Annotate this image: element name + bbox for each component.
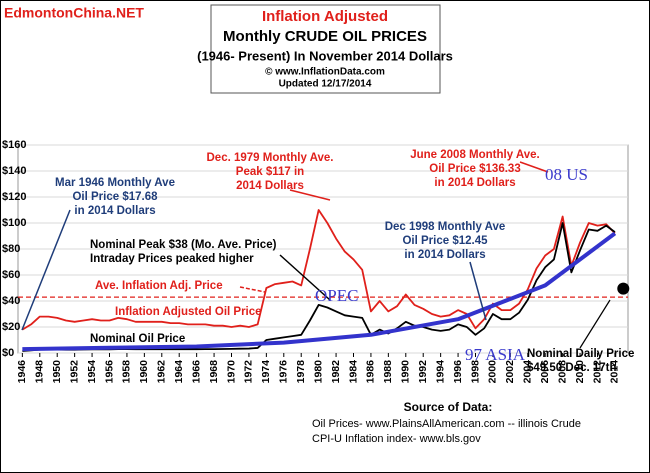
annotation: in 2014 Dollars — [74, 205, 155, 217]
y-tick-label: $20 — [2, 321, 20, 333]
annotation: in 2014 Dollars — [404, 249, 485, 261]
x-tick-label: 1968 — [208, 360, 220, 384]
annotation: Oil Price $12.45 — [402, 235, 488, 247]
arrow — [239, 286, 266, 293]
x-tick-label: 1948 — [34, 360, 46, 384]
source-text: CPI-U Inflation index- www.bls.gov — [312, 433, 481, 445]
overlay-text: OPEC — [315, 286, 358, 305]
x-tick-label: 1986 — [365, 360, 377, 384]
x-tick-label: 1970 — [225, 360, 237, 384]
y-tick-label: $0 — [2, 347, 14, 359]
x-tick-label: 1988 — [382, 360, 394, 384]
annotation: Intraday Prices peaked higher — [90, 253, 254, 265]
trend-line — [22, 231, 617, 352]
annotation: in 2014 Dollars — [434, 177, 515, 189]
y-tick-label: $120 — [2, 191, 26, 203]
subtitle: Updated 12/17/2014 — [279, 79, 372, 90]
x-tick-label: 1954 — [86, 360, 98, 384]
x-tick-label: 1994 — [434, 360, 446, 384]
x-tick-label: 2000 — [487, 360, 499, 384]
x-tick-label: 1976 — [278, 360, 290, 384]
chart-title: Inflation Adjusted — [262, 8, 388, 25]
arrow — [289, 189, 331, 201]
x-tick-label: 2014 — [609, 360, 621, 384]
x-tick-label: 1992 — [417, 360, 429, 384]
annotation: Nominal Daily Price — [527, 348, 634, 360]
annotation: $49.50 Dec. 17th — [527, 362, 617, 374]
subtitle: Monthly CRUDE OIL PRICES — [223, 28, 427, 45]
overlay-text: 97 ASIA — [465, 345, 526, 364]
annotation: Peak $117 in — [236, 166, 304, 178]
x-tick-label: 1966 — [190, 360, 202, 384]
x-tick-label: 1946 — [16, 360, 28, 384]
watermark: EdmontonChina.NET — [4, 5, 144, 21]
x-tick-label: 1996 — [452, 360, 464, 384]
x-tick-label: 1950 — [51, 360, 63, 384]
x-tick-label: 1962 — [156, 360, 168, 384]
x-tick-label: 2012 — [591, 360, 603, 384]
x-tick-label: 1964 — [173, 360, 185, 384]
x-tick-label: 1956 — [103, 360, 115, 384]
arrow — [21, 209, 71, 331]
x-tick-label: 1984 — [347, 360, 359, 384]
y-tick-label: $60 — [2, 269, 20, 281]
average-label: Ave. Inflation Adj. Price — [95, 280, 223, 292]
x-tick-label: 1972 — [243, 360, 255, 384]
annotation: Dec. 1979 Monthly Ave. — [207, 152, 334, 164]
arrow — [279, 254, 331, 301]
arrow — [469, 261, 487, 321]
x-tick-label: 1974 — [260, 360, 272, 384]
series-label: Inflation Adjusted Oil Price — [115, 306, 262, 318]
source-text: Oil Prices- www.PlainsAllAmerican.com --… — [312, 418, 581, 430]
x-tick-label: 2010 — [574, 360, 586, 384]
x-tick-label: 1952 — [68, 360, 80, 384]
y-tick-label: $40 — [2, 295, 20, 307]
x-tick-label: 1980 — [312, 360, 324, 384]
title-box — [210, 4, 441, 94]
x-tick-label: 2006 — [539, 360, 551, 384]
arrow — [519, 161, 549, 173]
annotation: June 2008 Monthly Ave. — [410, 149, 540, 161]
x-tick-label: 1958 — [121, 360, 133, 384]
annotation: Oil Price $136.33 — [429, 163, 520, 175]
series-line — [21, 209, 616, 331]
x-tick-label: 1978 — [295, 360, 307, 384]
arrow — [579, 299, 611, 349]
x-tick-label: 2008 — [556, 360, 568, 384]
subtitle: © www.InflationData.com — [265, 67, 385, 78]
daily-price-dot — [617, 282, 630, 295]
x-tick-label: 1998 — [469, 360, 481, 384]
annotation: Nominal Peak $38 (Mo. Ave. Price) — [90, 239, 277, 251]
x-tick-label: 1982 — [330, 360, 342, 384]
y-tick-label: $80 — [2, 243, 20, 255]
overlay-text: 08 US — [545, 165, 588, 184]
y-tick-label: $140 — [2, 165, 26, 177]
y-tick-label: $100 — [2, 217, 26, 229]
series-label: Nominal Oil Price — [90, 333, 185, 345]
x-tick-label: 1960 — [138, 360, 150, 384]
subtitle: (1946- Present) In November 2014 Dollars — [197, 48, 453, 63]
annotation: Oil Price $17.68 — [72, 191, 158, 203]
x-tick-label: 2002 — [504, 360, 516, 384]
y-tick-label: $160 — [2, 139, 26, 151]
annotation: Mar 1946 Monthly Ave — [55, 177, 175, 189]
source-title: Source of Data: — [404, 400, 493, 414]
x-tick-label: 1990 — [400, 360, 412, 384]
annotation: Dec 1998 Monthly Ave — [385, 221, 506, 233]
annotation: 2014 Dollars — [236, 180, 304, 192]
x-tick-label: 2004 — [522, 360, 534, 384]
